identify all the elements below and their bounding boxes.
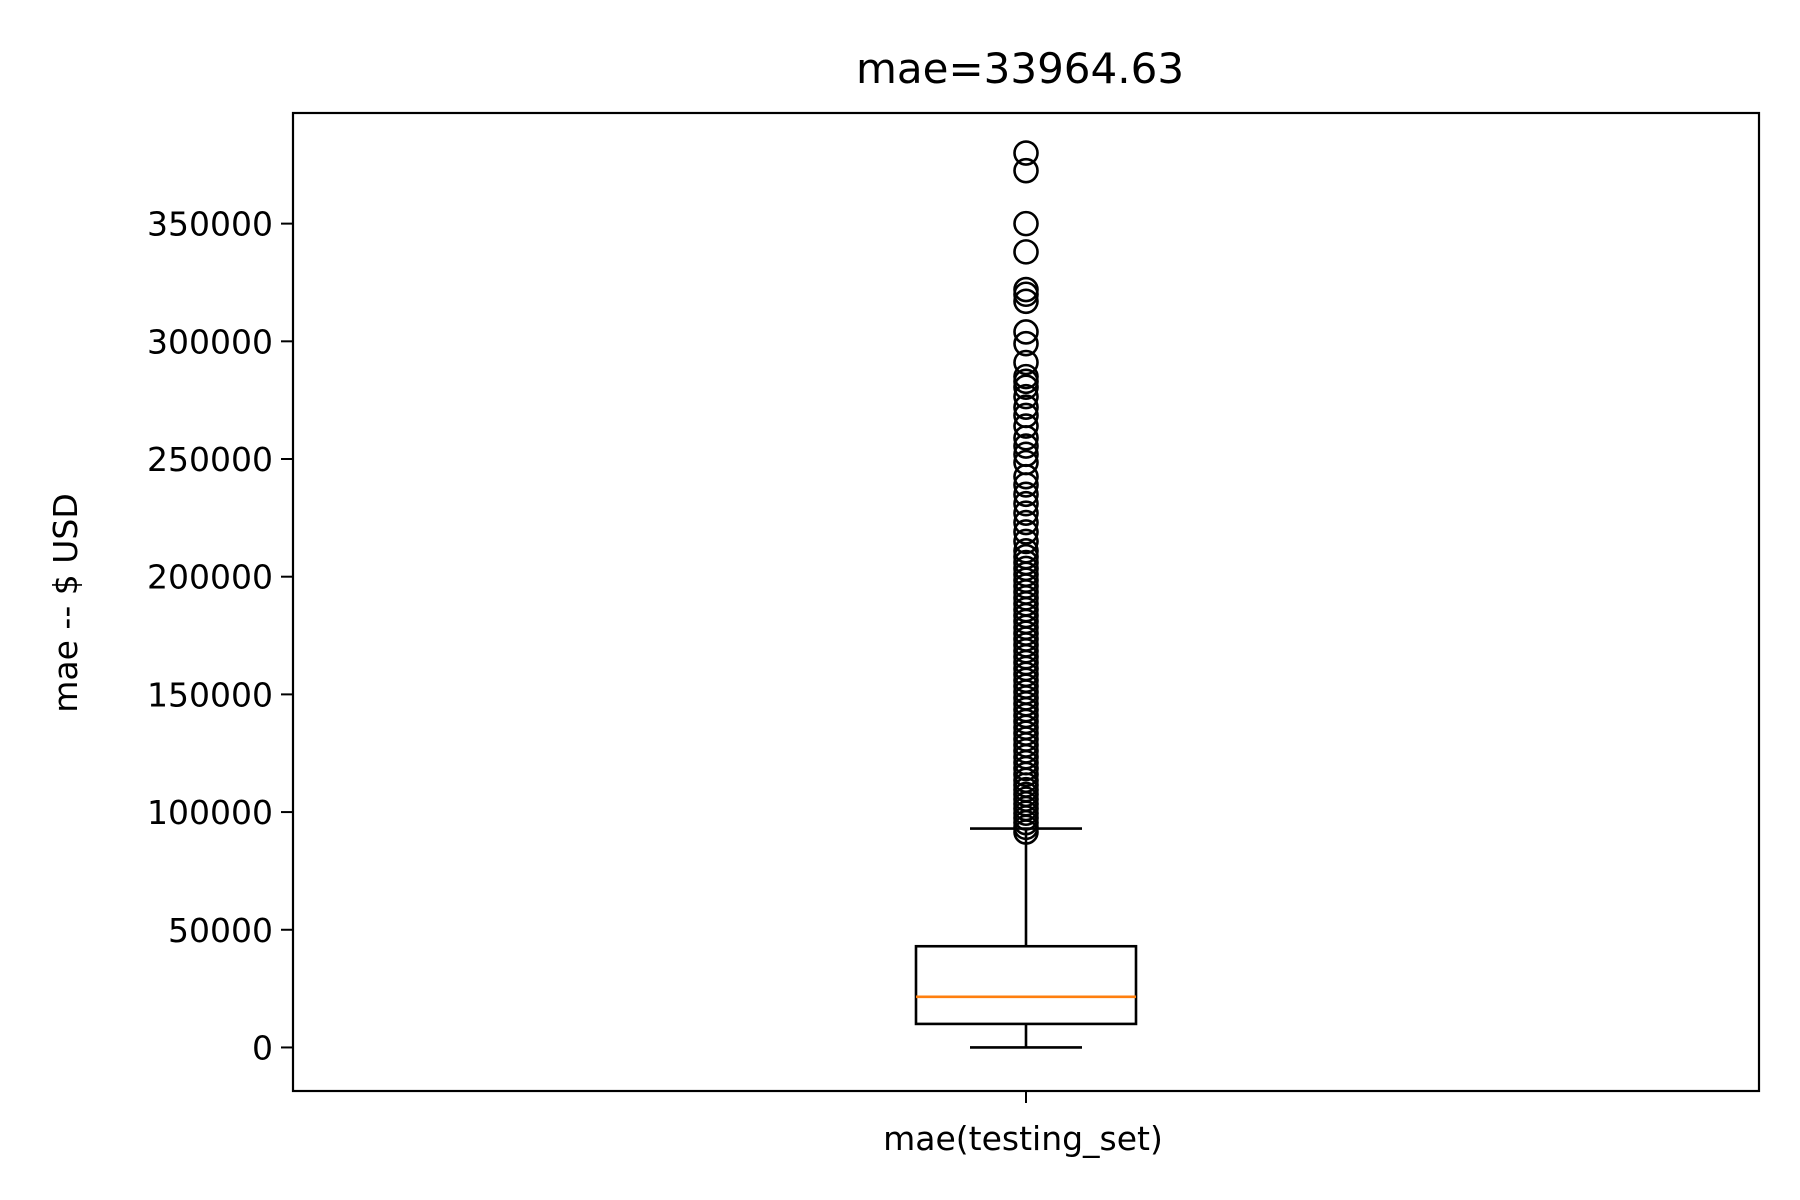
outlier-point — [1013, 555, 1039, 582]
outlier-point — [1013, 349, 1039, 376]
outlier-point — [1013, 210, 1039, 237]
outlier-point — [1013, 490, 1039, 517]
outlier-point — [1013, 239, 1039, 265]
y-tick-label: 0 — [252, 1028, 273, 1067]
y-axis-label: mae -- $ USD — [46, 493, 85, 712]
y-tick-label: 200000 — [147, 558, 273, 597]
outlier-point — [1013, 140, 1039, 166]
outlier-point — [1013, 519, 1039, 545]
outlier-point — [1013, 549, 1039, 576]
outlier-point — [1013, 449, 1039, 476]
outlier-point — [1013, 363, 1039, 390]
chart-title: mae=33964.63 — [856, 44, 1184, 93]
x-tick-label: mae(testing_set) — [883, 1119, 1163, 1158]
plot-marks — [914, 140, 1138, 1049]
y-tick-label: 300000 — [147, 322, 273, 361]
outlier-point — [1013, 441, 1039, 468]
outlier-point — [1013, 383, 1039, 410]
outlier-point — [1013, 538, 1039, 564]
y-tick-label: 50000 — [168, 911, 273, 950]
outlier-point — [1013, 402, 1039, 429]
outlier-point — [1013, 394, 1039, 421]
outlier-point — [1013, 288, 1039, 315]
outlier-point — [1013, 157, 1039, 184]
outlier-point — [1013, 543, 1039, 570]
y-axis-ticks: 0 50000 100000 150000 200000 250000 300000 3500… — [147, 205, 293, 1067]
outlier-point — [1013, 500, 1039, 526]
outlier-point — [1013, 509, 1039, 536]
outlier-point — [1013, 528, 1039, 555]
y-tick-label: 250000 — [147, 440, 273, 479]
outlier-point — [1013, 433, 1039, 459]
iqr-box — [914, 944, 1138, 1026]
y-tick-label: 150000 — [147, 675, 273, 714]
outlier-point — [1013, 276, 1039, 303]
outlier-point — [1013, 374, 1039, 401]
y-tick-label: 350000 — [147, 205, 273, 244]
outlier-point — [1013, 481, 1039, 508]
outlier-point — [1013, 330, 1039, 357]
y-tick-label: 100000 — [147, 793, 273, 832]
outlier-point — [1013, 413, 1039, 439]
outlier-point — [1013, 319, 1039, 345]
